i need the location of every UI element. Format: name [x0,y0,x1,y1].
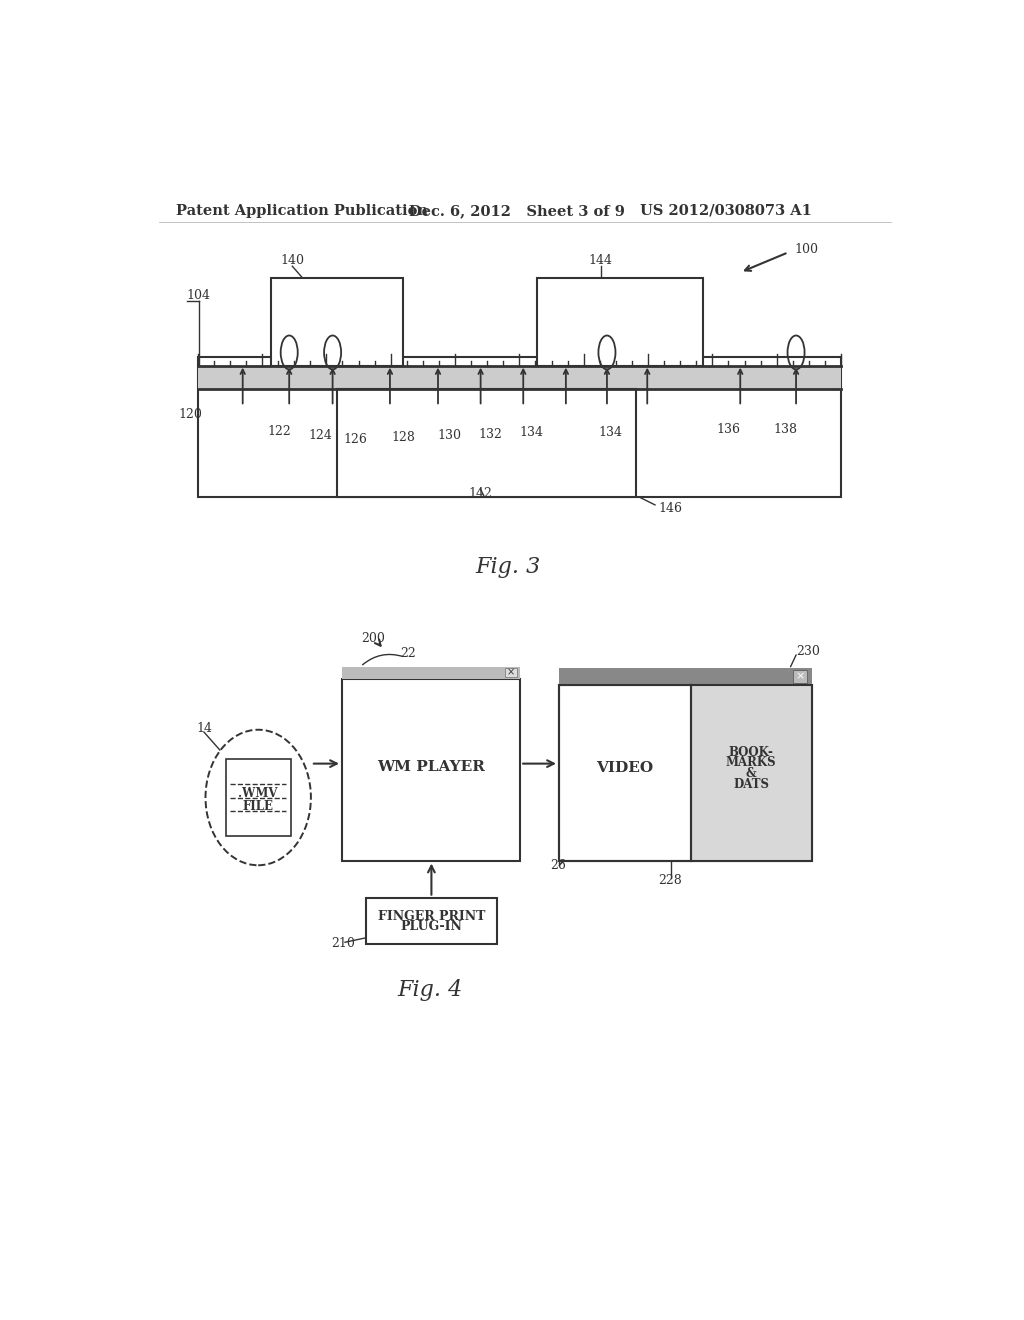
Bar [690,685,812,861]
Text: 146: 146 [658,502,683,515]
Text: 14: 14 [197,722,212,735]
Text: Dec. 6, 2012   Sheet 3 of 9: Dec. 6, 2012 Sheet 3 of 9 [409,203,625,218]
Text: DATS: DATS [733,777,769,791]
Bar [198,358,841,498]
Bar [559,685,812,861]
Bar [342,667,520,678]
Text: .WMV: .WMV [239,787,278,800]
Text: 228: 228 [658,874,682,887]
Bar [505,668,517,677]
Text: ×: × [796,672,805,681]
Bar [198,367,841,389]
Text: MARKS: MARKS [726,756,776,770]
Text: Fig. 4: Fig. 4 [397,979,463,1001]
Text: FILE: FILE [243,800,273,813]
Text: 26: 26 [550,859,566,871]
Text: 138: 138 [773,422,798,436]
Text: 122: 122 [267,425,291,438]
Text: 144: 144 [589,253,612,267]
Text: 22: 22 [400,647,417,660]
Text: 124: 124 [308,429,332,442]
Ellipse shape [206,730,311,866]
Text: Patent Application Publication: Patent Application Publication [176,203,428,218]
Bar [559,668,812,685]
Bar [793,671,807,682]
Bar [538,277,703,367]
Bar [342,678,520,861]
Text: US 2012/0308073 A1: US 2012/0308073 A1 [640,203,811,218]
Text: Fig. 3: Fig. 3 [475,556,541,578]
Text: 134: 134 [519,426,543,440]
Text: PLUG-IN: PLUG-IN [400,920,463,933]
Bar [366,898,497,944]
Text: 230: 230 [796,644,820,657]
Bar [271,277,403,367]
Bar [559,685,812,861]
Text: 128: 128 [391,432,415,445]
Text: ×: × [507,668,515,677]
Text: 136: 136 [717,422,740,436]
Text: VIDEO: VIDEO [596,762,653,775]
Bar [225,759,291,836]
Text: 100: 100 [795,243,818,256]
Text: 200: 200 [361,632,385,645]
Text: 126: 126 [343,433,367,446]
Text: 210: 210 [331,937,355,950]
Bar [337,389,636,498]
Text: 104: 104 [187,289,211,302]
Text: &: & [745,767,757,780]
Text: 130: 130 [437,429,462,442]
Text: 134: 134 [598,426,622,440]
Text: WM PLAYER: WM PLAYER [377,760,485,775]
Text: 140: 140 [281,253,304,267]
Text: FINGER PRINT: FINGER PRINT [378,911,485,924]
Text: 142: 142 [469,487,493,500]
Text: 120: 120 [178,408,203,421]
Text: 132: 132 [479,428,503,441]
Text: BOOK-: BOOK- [729,746,773,759]
